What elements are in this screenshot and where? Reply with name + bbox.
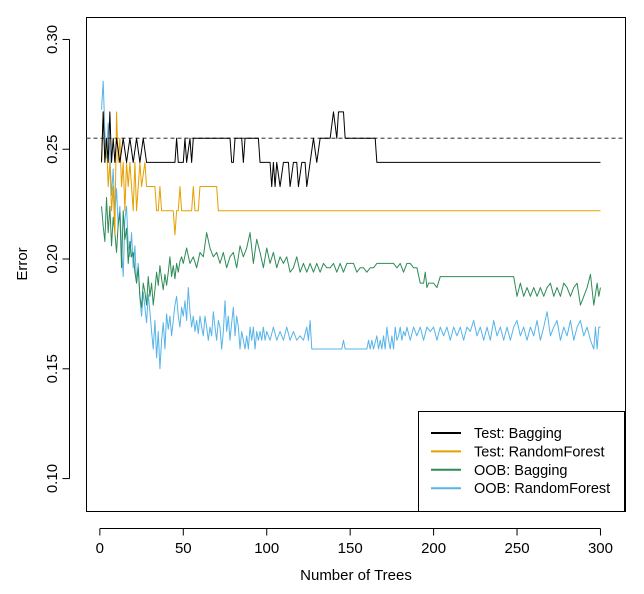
x-tick-label: 50 xyxy=(175,540,192,557)
plot-frame xyxy=(86,17,626,512)
y-tick-label: 0.25 xyxy=(44,135,61,164)
legend-items: Test: Bagging Test: RandomForest OOB: Bagg… xyxy=(431,426,610,497)
series-line-0 xyxy=(101,111,601,188)
y-tick-label: 0.20 xyxy=(44,244,61,273)
legend-label: OOB: Bagging xyxy=(474,463,568,479)
y-tick-label: 0.15 xyxy=(44,354,61,383)
plot-area xyxy=(86,80,626,370)
x-tick-label: 250 xyxy=(505,540,530,557)
x-axis-title: Number of Trees xyxy=(300,567,412,584)
x-tick-label: 0 xyxy=(96,540,104,557)
legend-label: Test: RandomForest xyxy=(474,444,605,460)
series-line-3 xyxy=(101,80,601,370)
x-tick-label: 100 xyxy=(254,540,279,557)
x-tick-label: 200 xyxy=(421,540,446,557)
x-axis: 0 50 100 150 200 250 300 xyxy=(96,528,613,557)
x-tick-label: 300 xyxy=(588,540,613,557)
y-tick-label: 0.10 xyxy=(44,464,61,493)
legend-label: OOB: RandomForest xyxy=(474,481,610,497)
y-tick-label: 0.30 xyxy=(44,25,61,54)
series-line-1 xyxy=(101,111,601,236)
legend: Test: Bagging Test: RandomForest OOB: Bagg… xyxy=(418,411,625,512)
legend-label: Test: Bagging xyxy=(474,426,562,442)
series-line-2 xyxy=(101,197,601,308)
legend-box xyxy=(418,411,625,512)
x-tick-label: 150 xyxy=(338,540,363,557)
y-axis: 0.10 0.15 0.20 0.25 0.30 xyxy=(44,25,70,493)
y-axis-title: Error xyxy=(14,247,31,280)
